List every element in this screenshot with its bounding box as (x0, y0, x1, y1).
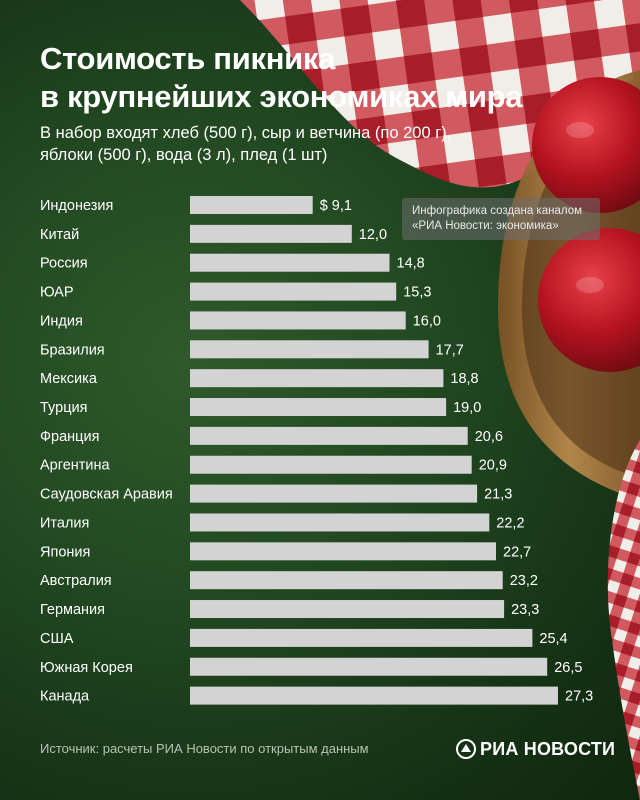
chart-subtitle: В набор входят хлеб (500 г), сыр и ветчи… (40, 122, 510, 166)
bar (190, 340, 429, 359)
bar (190, 600, 505, 619)
value-label: 25,4 (539, 631, 567, 647)
category-label: Южная Корея (40, 660, 133, 676)
category-label: Германия (40, 602, 105, 618)
category-label: Китай (40, 227, 79, 243)
logo-text: РИА НОВОСТИ (480, 738, 616, 759)
title-line-1: Стоимость пикника (40, 41, 336, 76)
credit-line-1: Инфографика создана каналом (412, 205, 583, 217)
bar (190, 426, 468, 445)
bar (190, 196, 313, 214)
category-label: Бразилия (40, 342, 105, 358)
bar (190, 253, 390, 272)
value-label: 15,3 (403, 285, 431, 301)
category-label: Россия (40, 256, 88, 272)
ria-logo-icon (456, 739, 476, 759)
chart-title: Стоимость пикника в крупнейших экономика… (40, 40, 523, 116)
value-label: 12,0 (359, 227, 387, 243)
subtitle-line-2: яблоки (500 г), вода (3 л), плед (1 шт) (40, 146, 328, 164)
bar (190, 369, 444, 388)
value-label: 16,0 (413, 313, 441, 329)
title-line-2: в крупнейших экономиках мира (40, 79, 523, 114)
category-label: ЮАР (40, 285, 74, 301)
credit-line-2: «РИА Новости: экономика» (412, 220, 559, 232)
subtitle-line-1: В набор входят хлеб (500 г), сыр и ветчи… (40, 124, 452, 142)
category-label: Австралия (40, 573, 112, 589)
bar (190, 571, 503, 590)
category-label: Аргентина (40, 458, 111, 474)
category-label: Турция (40, 400, 87, 416)
value-label: 26,5 (554, 660, 582, 676)
value-label: 20,9 (479, 458, 507, 474)
value-label: 23,2 (510, 573, 538, 589)
value-label: 20,6 (475, 429, 503, 445)
value-label: $ 9,1 (320, 198, 352, 214)
bar (190, 686, 558, 705)
bar (190, 484, 478, 503)
value-label: 17,7 (436, 342, 464, 358)
bar (190, 311, 406, 330)
category-label: Индонезия (40, 198, 113, 214)
category-label: Франция (40, 429, 99, 445)
bar (190, 282, 397, 301)
bar (190, 513, 490, 532)
category-label: Мексика (40, 371, 98, 387)
bar (190, 398, 447, 417)
category-label: Индия (40, 313, 83, 329)
bar (190, 455, 472, 474)
value-label: 18,8 (450, 371, 478, 387)
category-label: Канада (40, 689, 90, 705)
category-label: Саудовская Аравия (40, 487, 173, 503)
value-label: 22,2 (496, 515, 524, 531)
bar (190, 657, 548, 676)
bar (190, 224, 352, 243)
value-label: 21,3 (484, 487, 512, 503)
source-note: Источник: расчеты РИА Новости по открыты… (40, 741, 369, 756)
bar (190, 628, 533, 647)
category-label: Италия (40, 515, 89, 531)
value-label: 27,3 (565, 689, 593, 705)
value-label: 22,7 (503, 544, 531, 560)
ria-logo: РИА НОВОСТИ (456, 738, 615, 760)
category-label: США (40, 631, 74, 647)
value-label: 14,8 (397, 256, 425, 272)
category-label: Япония (40, 544, 90, 560)
value-label: 23,3 (511, 602, 539, 618)
value-label: 19,0 (453, 400, 481, 416)
bar (190, 542, 496, 561)
credit-note: Инфографика создана каналом «РИА Новости… (402, 198, 600, 240)
